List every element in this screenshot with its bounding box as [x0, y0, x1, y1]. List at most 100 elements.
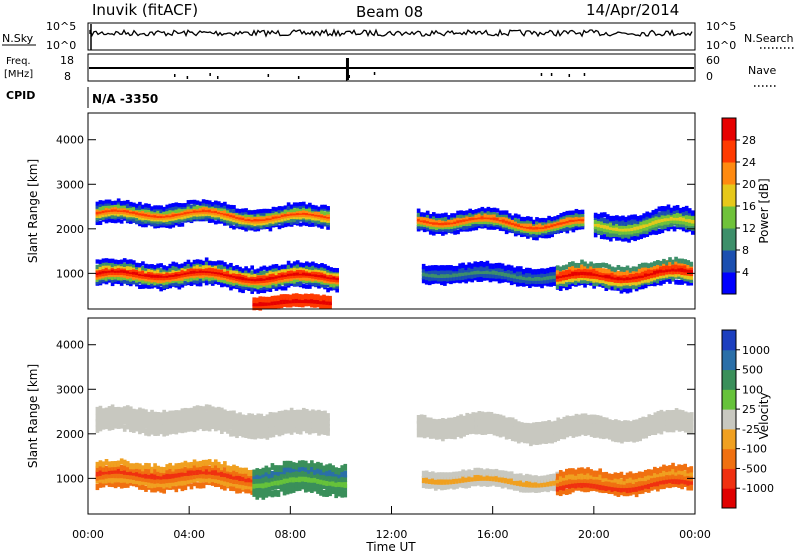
heatmap-cell [247, 212, 251, 217]
heatmap-cell [229, 472, 233, 479]
heatmap-cell [282, 294, 287, 300]
heatmap-cell [555, 473, 560, 480]
heatmap-cell [689, 478, 694, 485]
heatmap-cell [256, 430, 261, 439]
heatmap-cell [680, 410, 685, 419]
heatmap-cell [535, 222, 539, 227]
heatmap-cell [666, 209, 671, 215]
heatmap-cell [599, 229, 604, 236]
heatmap-cell [268, 227, 273, 232]
heatmap-cell [119, 281, 124, 286]
heatmap-cell [326, 424, 330, 432]
heatmap-cell [104, 261, 109, 266]
heatmap-cell [646, 477, 651, 484]
heatmap-cell [568, 225, 573, 231]
heatmap-cell [675, 207, 680, 213]
heatmap-cell [529, 437, 533, 447]
heatmap-cell [610, 271, 615, 277]
heatmap-cell [144, 214, 148, 219]
heatmap-cell [280, 280, 285, 286]
heatmap-cell [500, 266, 505, 273]
heatmap-cell [622, 478, 627, 485]
heatmap-cell [335, 278, 339, 283]
heatmap-cell [552, 266, 556, 273]
heatmap-cell [489, 217, 494, 223]
heatmap-cell [543, 479, 547, 488]
heatmap-cell [207, 411, 212, 419]
heatmap-cell [198, 273, 203, 279]
heatmap-cell [220, 464, 224, 471]
heatmap-cell [125, 213, 130, 218]
heatmap-cell [526, 216, 530, 221]
heatmap-cell [422, 218, 427, 223]
heatmap-cell [192, 273, 197, 279]
heatmap-cell [156, 422, 160, 431]
heatmap-cell [308, 410, 312, 419]
heatmap-cell [629, 421, 633, 430]
heatmap-cell [297, 465, 302, 472]
heatmap-cell [162, 280, 166, 286]
heatmap-cell [568, 277, 572, 282]
heatmap-cell [156, 469, 160, 477]
heatmap-cell [256, 219, 261, 224]
heatmap-cell [474, 222, 479, 227]
heatmap-cell [241, 220, 245, 225]
heatmap-cell [592, 429, 597, 438]
heatmap-cell [616, 285, 621, 291]
heatmap-cell [305, 276, 309, 281]
heatmap-cell [535, 422, 539, 431]
heatmap-cell [153, 416, 157, 424]
heatmap-cell [259, 209, 264, 214]
heatmap-cell [104, 271, 109, 276]
heatmap-cell [455, 471, 459, 479]
heatmap-cell [534, 278, 538, 285]
heatmap-cell [680, 267, 684, 273]
heatmap-cell [270, 490, 275, 498]
heatmap-cell [596, 222, 601, 228]
heatmap-cell [444, 216, 448, 222]
heatmap-cell [229, 466, 233, 473]
heatmap-cell [95, 280, 100, 285]
colorbar-tick-label: 25 [742, 403, 756, 416]
heatmap-cell [515, 478, 520, 486]
heatmap-cell [577, 467, 581, 474]
heatmap-cell [292, 424, 297, 433]
heatmap-cell [250, 480, 255, 487]
heatmap-cell [677, 416, 682, 425]
heatmap-cell [223, 282, 227, 287]
heatmap-cell [583, 472, 587, 480]
heatmap-cell [144, 263, 148, 269]
heatmap-cell [153, 468, 157, 475]
heatmap-cell [424, 271, 429, 277]
heatmap-cell [310, 293, 314, 300]
heatmap-cell [180, 215, 185, 220]
heatmap-cell [216, 461, 221, 468]
heatmap-cell [107, 258, 112, 264]
heatmap-cell [150, 422, 154, 430]
heatmap-cell [98, 262, 103, 267]
heatmap-cell [180, 485, 185, 492]
heatmap-cell [674, 279, 678, 285]
heatmap-cell [455, 476, 459, 484]
heatmap-cell [480, 211, 485, 216]
heatmap-cell [283, 268, 288, 273]
heatmap-cell [122, 271, 127, 276]
heatmap-cell [125, 274, 130, 279]
heatmap-cell [125, 472, 130, 480]
heatmap-cell [268, 411, 273, 420]
heatmap-cell [680, 482, 684, 490]
heatmap-cell [531, 275, 535, 281]
date-title: 14/Apr/2014 [586, 1, 679, 19]
heatmap-cell [174, 415, 179, 424]
heatmap-cell [473, 261, 478, 267]
heatmap-cell [180, 269, 185, 274]
heatmap-cell [113, 407, 118, 415]
heatmap-cell [323, 427, 327, 435]
heatmap-cell [507, 220, 512, 225]
heatmap-cell [416, 224, 421, 230]
heatmap-cell [210, 218, 215, 223]
heatmap-cell [622, 485, 627, 492]
heatmap-cell [615, 231, 619, 237]
heatmap-cell [286, 260, 291, 266]
heatmap-cell [244, 483, 248, 490]
